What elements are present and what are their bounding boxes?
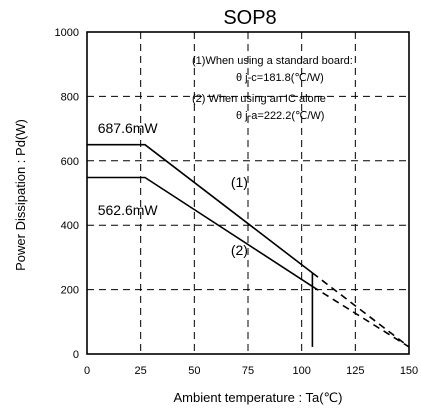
x-tick-label: 125: [346, 365, 364, 377]
annotation-label: 562.6mW: [98, 202, 159, 218]
y-tick-label: 200: [61, 285, 79, 297]
annotations: 687.6mW 562.6mW (1) (2): [98, 120, 248, 258]
y-tick-label: 1000: [55, 27, 79, 39]
x-tick-labels: 0 25 50 75 100 125 150: [84, 365, 418, 377]
y-tick-labels: 0 200 400 600 800 1000: [55, 27, 79, 361]
x-tick-label: 75: [242, 365, 254, 377]
x-tick-label: 100: [292, 365, 310, 377]
note-line-2: θ j-c=181.8(℃/W): [236, 72, 324, 84]
annotation-label: (2): [231, 242, 248, 258]
series-layer: [87, 143, 410, 348]
x-tick-label: 50: [188, 365, 200, 377]
series-1-solid-line: [87, 143, 313, 274]
x-tick-label: 150: [400, 365, 418, 377]
series-2-solid-line: [87, 176, 313, 288]
x-axis-label: Ambient temperature : Ta(℃): [174, 390, 343, 405]
note-line-4: θ j-a=222.2(℃/W): [236, 110, 324, 122]
annotation-label: (1): [231, 174, 248, 190]
grid-lines: [87, 32, 409, 354]
conditions-note: (1)When using a standard board: θ j-c=18…: [192, 55, 353, 122]
y-tick-label: 600: [61, 156, 79, 168]
x-tick-label: 0: [84, 365, 90, 377]
series-1-dashed-line: [311, 272, 410, 348]
y-axis-label: Power Dissipation : Pd(W): [13, 119, 28, 271]
x-tick-label: 25: [135, 365, 147, 377]
annotation-label: 687.6mW: [98, 120, 159, 136]
series-2-dashed-line: [311, 285, 410, 348]
plot-frame: [86, 31, 410, 355]
chart-title: SOP8: [223, 7, 276, 29]
y-tick-label: 0: [73, 349, 79, 361]
note-line-1: (1)When using a standard board:: [192, 55, 353, 67]
note-line-3: (2) When using an IC alone: [192, 93, 326, 105]
y-tick-label: 800: [61, 91, 79, 103]
y-tick-label: 400: [61, 220, 79, 232]
